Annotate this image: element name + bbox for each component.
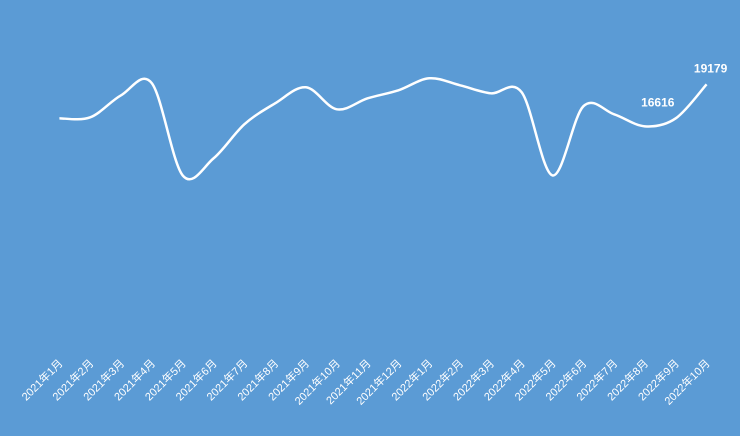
line-series bbox=[59, 76, 708, 181]
data-label: 16616 bbox=[641, 95, 675, 109]
data-label: 19179 bbox=[694, 61, 728, 75]
